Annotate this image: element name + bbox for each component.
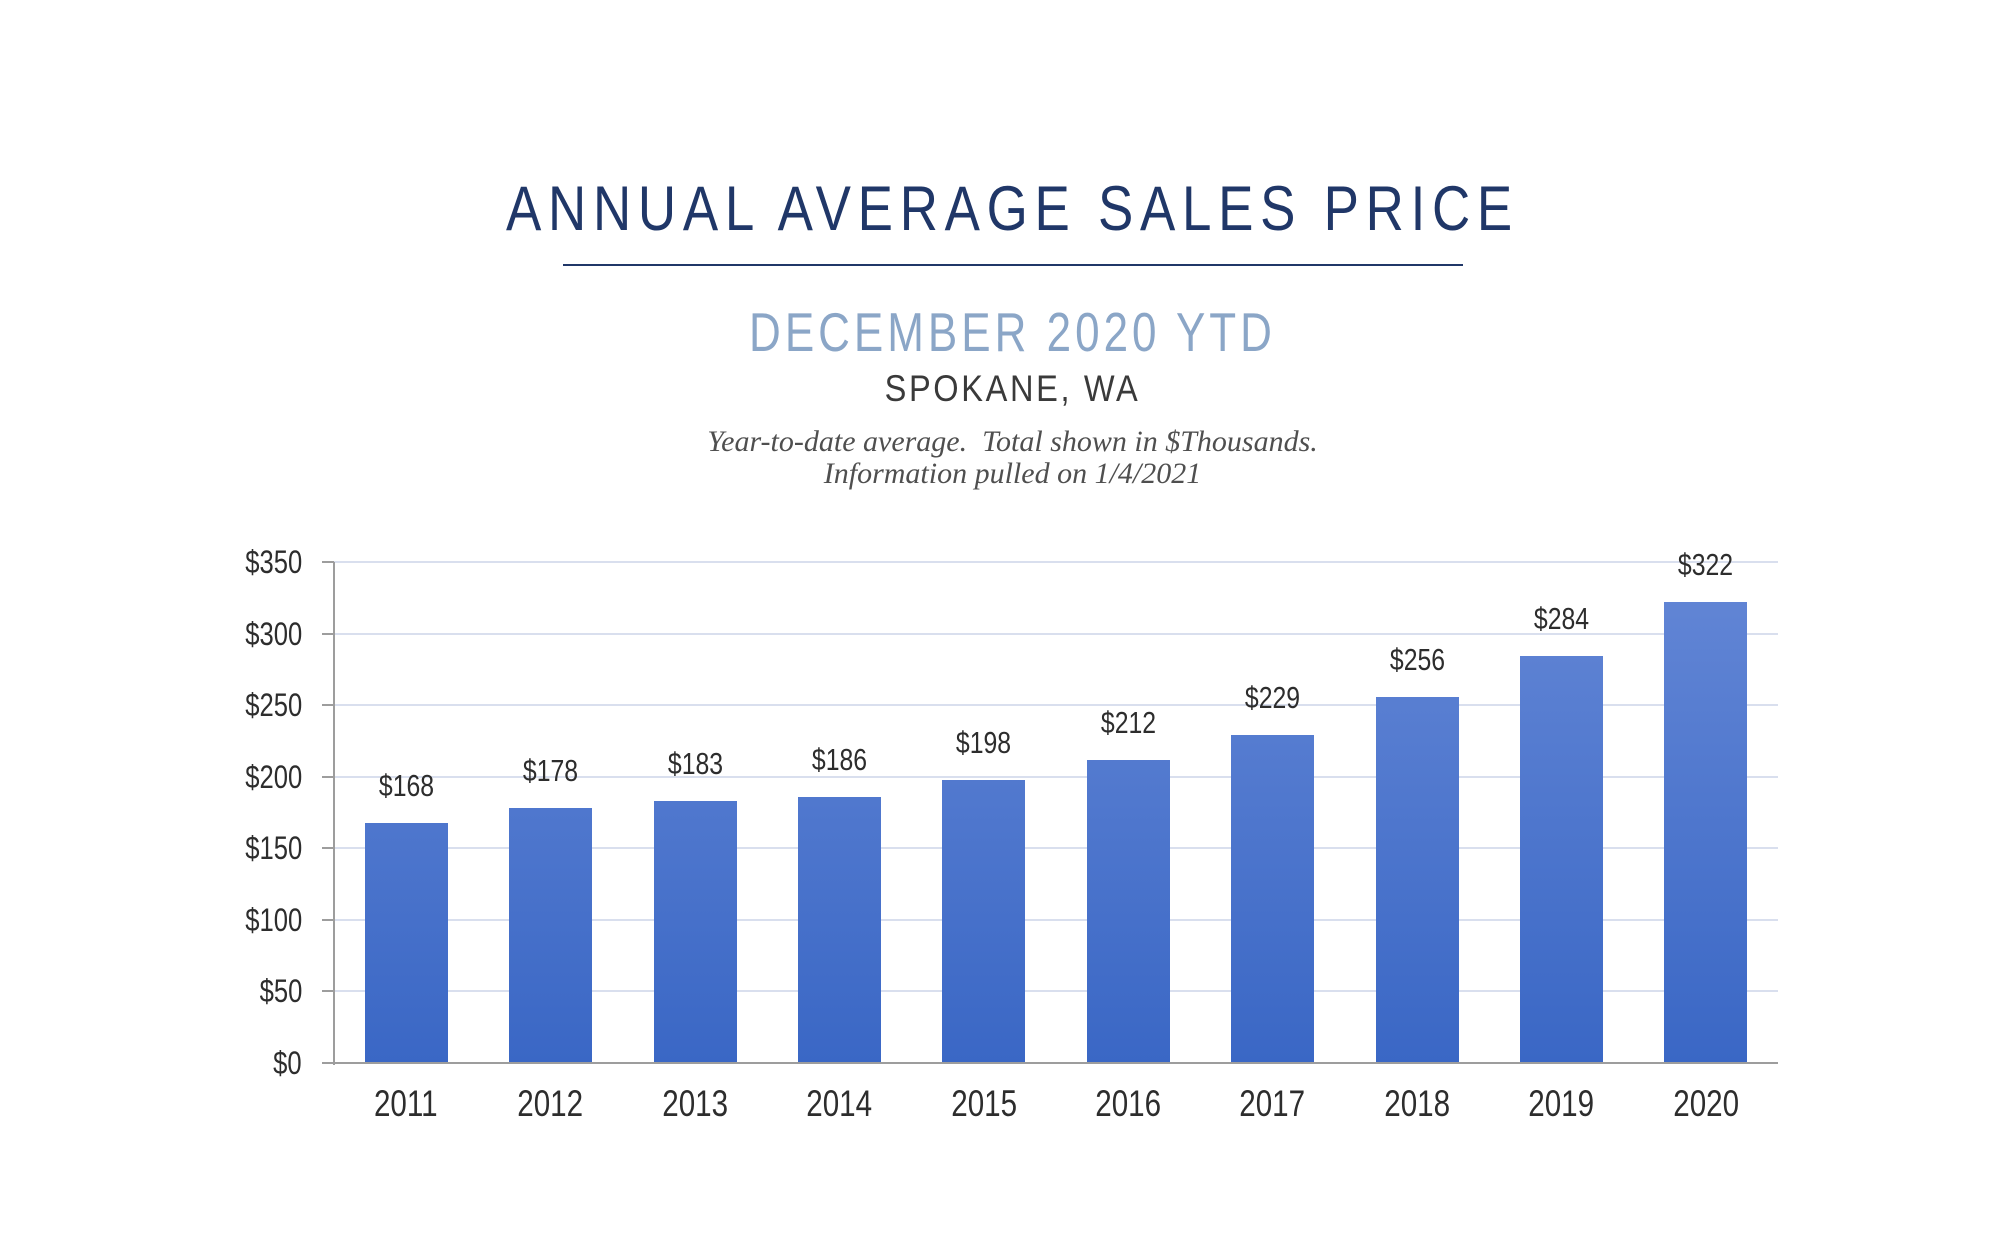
- bar-2020: [1664, 602, 1748, 1063]
- x-axis-tick-label-text: 2018: [1384, 1083, 1450, 1124]
- note-line-2: Information pulled on 1/4/2021: [823, 457, 1202, 490]
- x-axis-tick-label-text: 2020: [1672, 1083, 1739, 1124]
- bar-value-label: $198: [884, 722, 1084, 764]
- x-axis-tick-label: 2018: [1345, 1082, 1489, 1126]
- y-axis-tick: [322, 704, 334, 707]
- title-underline-rule: [562, 264, 1463, 266]
- gridline: [334, 632, 1778, 635]
- bar-2018: [1375, 696, 1459, 1063]
- bar-value-label-text: $178: [523, 753, 579, 789]
- x-axis-tick-label: 2017: [1200, 1082, 1344, 1126]
- y-axis-tick-label: $300: [102, 613, 302, 655]
- bar-value-label: $183: [595, 743, 795, 785]
- y-axis-tick-label: $100: [102, 899, 302, 941]
- bar-value-label: $178: [451, 750, 651, 792]
- x-axis-tick-label: 2012: [478, 1082, 622, 1126]
- bar-value-label-text: $212: [1100, 704, 1156, 740]
- x-axis-tick-label-text: 2015: [950, 1083, 1017, 1124]
- y-axis-tick-label: $50: [102, 970, 302, 1012]
- y-axis-tick: [322, 561, 334, 563]
- y-axis-tick-label-text: $0: [273, 1045, 302, 1081]
- gridline: [334, 847, 1778, 850]
- y-axis-tick-label-text: $200: [245, 758, 302, 795]
- x-axis-tick-label-text: 2017: [1239, 1083, 1306, 1124]
- y-axis-line: [333, 562, 335, 1065]
- page-title: ANNUAL AVERAGE SALES PRICE: [506, 174, 1519, 244]
- bar-value-label: $322: [1606, 544, 1806, 586]
- y-axis-tick-label: $350: [102, 541, 302, 583]
- y-axis-tick-label-text: $250: [245, 687, 302, 724]
- y-axis-tick: [322, 847, 334, 850]
- gridline: [334, 704, 1778, 707]
- gridline: [334, 775, 1778, 778]
- y-axis-tick-label-text: $350: [245, 544, 302, 580]
- x-axis-tick-label: 2011: [334, 1082, 478, 1126]
- bar-value-label: $168: [306, 765, 506, 807]
- bar-value-label-text: $168: [378, 767, 434, 803]
- x-axis-tick-label: 2013: [623, 1082, 767, 1126]
- bar-value-label-text: $198: [956, 724, 1012, 760]
- bar-2017: [1231, 735, 1315, 1063]
- y-axis-tick-label: $0: [102, 1042, 302, 1084]
- bar-value-label: $212: [1028, 702, 1228, 744]
- y-axis-tick-label: $150: [102, 827, 302, 869]
- y-axis-tick-label-text: $50: [259, 973, 302, 1010]
- y-axis-tick-label-text: $150: [245, 830, 302, 867]
- x-axis-tick-label-text: 2011: [374, 1083, 439, 1124]
- bar-value-label-text: $229: [1245, 680, 1301, 716]
- x-axis-tick-label: 2014: [767, 1082, 911, 1126]
- x-axis-tick-label: 2020: [1634, 1082, 1778, 1126]
- bar-value-label-text: $322: [1678, 547, 1734, 583]
- bar-value-label: $186: [739, 739, 939, 781]
- bar-value-label-text: $186: [811, 741, 867, 777]
- x-axis-line: [322, 1062, 1778, 1064]
- x-axis-tick-label-text: 2013: [662, 1083, 728, 1124]
- bar-2013: [653, 801, 737, 1063]
- x-axis-tick-label: 2016: [1056, 1082, 1200, 1126]
- y-axis-tick-label: $200: [102, 756, 302, 798]
- x-axis-tick-label-text: 2016: [1095, 1083, 1162, 1124]
- y-axis-tick: [322, 775, 334, 778]
- location-label: SPOKANE, WA: [884, 368, 1141, 409]
- gridline: [334, 561, 1778, 563]
- x-axis-tick-label: 2015: [912, 1082, 1056, 1126]
- gridline: [334, 990, 1778, 993]
- bar-2014: [797, 796, 881, 1063]
- gridline: [334, 918, 1778, 921]
- y-axis-tick: [322, 918, 334, 921]
- y-axis-tick-label-text: $300: [245, 615, 302, 652]
- bar-2019: [1519, 656, 1603, 1063]
- bar-value-label-text: $284: [1533, 601, 1589, 637]
- y-axis-tick: [322, 990, 334, 993]
- bar-2016: [1086, 759, 1170, 1063]
- y-axis-tick-label-text: $100: [245, 901, 302, 938]
- y-axis-tick-label: $250: [102, 684, 302, 726]
- bar-value-label-text: $256: [1389, 641, 1445, 677]
- page-subtitle: DECEMBER 2020 YTD: [749, 301, 1276, 363]
- bar-value-label: $256: [1317, 639, 1517, 681]
- x-axis-tick-label: 2019: [1489, 1082, 1633, 1126]
- note-line-1: Year-to-date average. Total shown in $Th…: [707, 425, 1318, 458]
- x-axis-tick-label-text: 2012: [517, 1083, 584, 1124]
- bar-2015: [942, 779, 1026, 1063]
- x-axis-tick-label-text: 2014: [806, 1083, 873, 1124]
- bar-value-label-text: $183: [667, 746, 723, 782]
- bar-value-label: $284: [1461, 598, 1661, 640]
- bar-2012: [509, 808, 593, 1063]
- bar-value-label: $229: [1173, 677, 1373, 719]
- y-axis-tick: [322, 632, 334, 635]
- bar-2011: [364, 822, 448, 1063]
- x-axis-tick-label-text: 2019: [1528, 1083, 1595, 1124]
